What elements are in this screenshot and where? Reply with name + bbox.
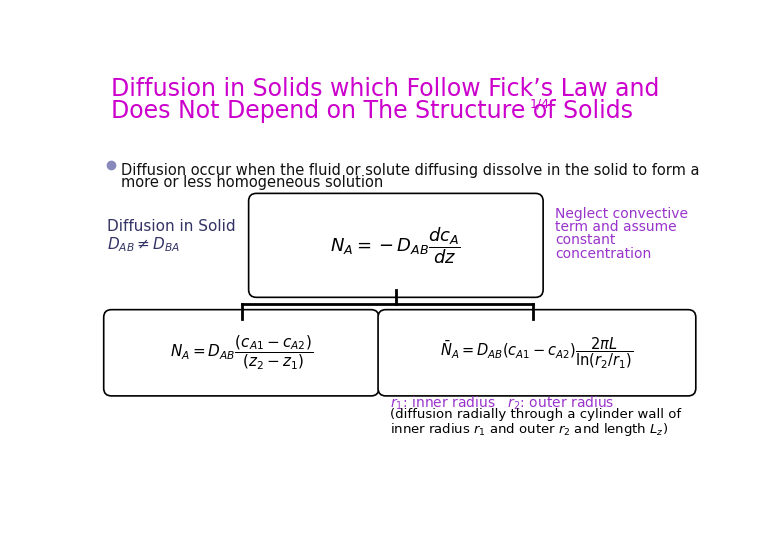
Text: (diffusion radially through a cylinder wall of: (diffusion radially through a cylinder w… xyxy=(390,408,681,421)
FancyBboxPatch shape xyxy=(249,193,543,298)
Text: $D_{AB} \neq D_{BA}$: $D_{AB} \neq D_{BA}$ xyxy=(107,236,180,254)
FancyBboxPatch shape xyxy=(104,309,379,396)
Text: term and assume: term and assume xyxy=(555,220,676,234)
Text: inner radius $r_1$ and outer $r_2$ and length $L_z$): inner radius $r_1$ and outer $r_2$ and l… xyxy=(390,421,668,437)
Text: $N_A = -D_{AB}\dfrac{dc_A}{dz}$: $N_A = -D_{AB}\dfrac{dc_A}{dz}$ xyxy=(331,225,461,266)
Text: Does Not Depend on The Structure of Solids: Does Not Depend on The Structure of Soli… xyxy=(112,99,633,123)
Text: Diffusion occur when the fluid or solute diffusing dissolve in the solid to form: Diffusion occur when the fluid or solute… xyxy=(121,163,699,178)
Text: $r_1$: inner radius   $r_2$: outer radius: $r_1$: inner radius $r_2$: outer radius xyxy=(390,394,614,412)
Text: more or less homogeneous solution: more or less homogeneous solution xyxy=(121,175,383,190)
FancyBboxPatch shape xyxy=(378,309,696,396)
Text: concentration: concentration xyxy=(555,247,651,260)
Text: $\bar{N}_A = D_{AB}(c_{A1}-c_{A2})\dfrac{2\pi L}{\ln(r_2/r_1)}$: $\bar{N}_A = D_{AB}(c_{A1}-c_{A2})\dfrac… xyxy=(440,335,633,370)
Text: constant: constant xyxy=(555,233,615,247)
Text: Neglect convective: Neglect convective xyxy=(555,207,688,221)
Text: Diffusion in Solids which Follow Fick’s Law and: Diffusion in Solids which Follow Fick’s … xyxy=(112,77,660,101)
Text: Diffusion in Solid: Diffusion in Solid xyxy=(107,219,236,234)
Text: $N_A = D_{AB}\dfrac{(c_{A1}-c_{A2})}{(z_2-z_1)}$: $N_A = D_{AB}\dfrac{(c_{A1}-c_{A2})}{(z_… xyxy=(170,334,313,372)
Text: 1/4: 1/4 xyxy=(529,97,549,110)
